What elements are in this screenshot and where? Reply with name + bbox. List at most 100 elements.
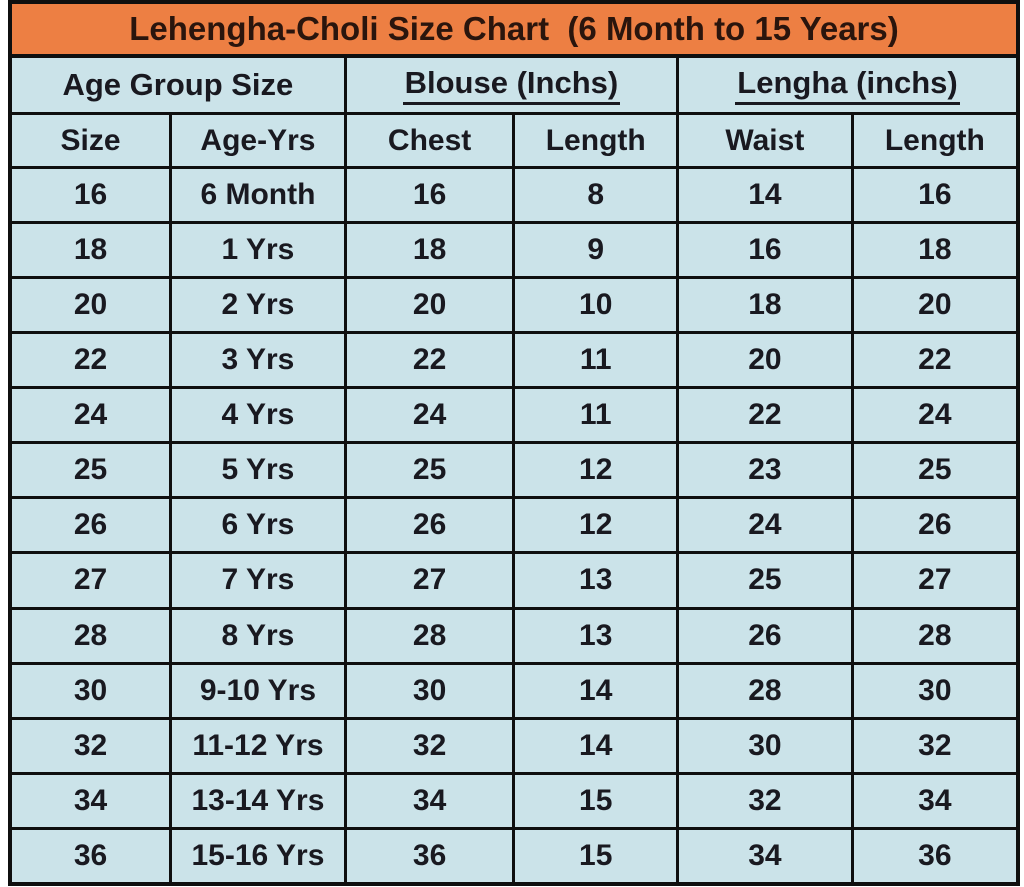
table-cell: 27: [850, 551, 1020, 610]
table-cell: 20: [8, 276, 173, 335]
size-table-body: 16 6 Month 16 8 14 16 18 1 Yrs 18 9 16 18 20 2 Yrs 20 1…: [8, 165, 1020, 886]
table-row: 27 7 Yrs 27 13 25 27: [8, 551, 1020, 610]
table-cell: 22: [850, 331, 1020, 390]
table-cell: 20: [343, 276, 516, 335]
table-cell: 23: [676, 441, 854, 500]
table-cell: 10: [512, 276, 680, 335]
table-cell: 3 Yrs: [169, 331, 347, 390]
table-cell: 27: [343, 551, 516, 610]
table-row: 28 8 Yrs 28 13 26 28: [8, 606, 1020, 665]
table-cell: 13: [512, 551, 680, 610]
table-cell: 24: [343, 386, 516, 445]
table-row: 24 4 Yrs 24 11 22 24: [8, 386, 1020, 445]
table-cell: 36: [343, 826, 516, 886]
table-cell: 9: [512, 221, 680, 280]
table-cell: 32: [850, 716, 1020, 775]
table-cell: 18: [8, 221, 173, 280]
table-row: 25 5 Yrs 25 12 23 25: [8, 441, 1020, 500]
table-cell: 26: [850, 496, 1020, 555]
chart-title-row: Lehengha-Choli Size Chart (6 Month to 15…: [8, 0, 1020, 58]
table-row: 30 9-10 Yrs 30 14 28 30: [8, 661, 1020, 720]
table-cell: 28: [676, 661, 854, 720]
table-cell: 16: [850, 165, 1020, 225]
size-chart-container: Lehengha-Choli Size Chart (6 Month to 15…: [8, 0, 1020, 886]
table-cell: 22: [676, 386, 854, 445]
table-cell: 26: [8, 496, 173, 555]
table-cell: 22: [8, 331, 173, 390]
table-cell: 2 Yrs: [169, 276, 347, 335]
table-row: 18 1 Yrs 18 9 16 18: [8, 221, 1020, 280]
table-cell: 30: [850, 661, 1020, 720]
table-cell: 5 Yrs: [169, 441, 347, 500]
group-header-age-label: Age Group Size: [62, 67, 294, 102]
table-cell: 28: [8, 606, 173, 665]
table-cell: 16: [8, 165, 173, 225]
column-header-size: Size: [8, 112, 173, 169]
group-header-lengha: Lengha (inchs): [676, 54, 1020, 115]
table-cell: 24: [8, 386, 173, 445]
table-cell: 34: [676, 826, 854, 886]
table-cell: 13: [512, 606, 680, 665]
table-cell: 7 Yrs: [169, 551, 347, 610]
table-cell: 25: [8, 441, 173, 500]
table-row: 32 11-12 Yrs 32 14 30 32: [8, 716, 1020, 775]
table-cell: 32: [676, 771, 854, 830]
table-cell: 8 Yrs: [169, 606, 347, 665]
table-cell: 15-16 Yrs: [169, 826, 347, 886]
table-cell: 18: [343, 221, 516, 280]
table-cell: 30: [676, 716, 854, 775]
table-cell: 36: [850, 826, 1020, 886]
table-cell: 4 Yrs: [169, 386, 347, 445]
table-row: 36 15-16 Yrs 36 15 34 36: [8, 826, 1020, 886]
table-cell: 14: [512, 716, 680, 775]
table-cell: 34: [8, 771, 173, 830]
table-cell: 30: [8, 661, 173, 720]
table-cell: 24: [676, 496, 854, 555]
table-cell: 34: [850, 771, 1020, 830]
column-header-blouse-length: Length: [512, 112, 680, 169]
table-cell: 32: [343, 716, 516, 775]
size-chart-table: Lehengha-Choli Size Chart (6 Month to 15…: [8, 0, 1020, 886]
table-cell: 18: [850, 221, 1020, 280]
table-cell: 30: [343, 661, 516, 720]
column-header-waist: Waist: [676, 112, 854, 169]
table-row: 20 2 Yrs 20 10 18 20: [8, 276, 1020, 335]
table-cell: 14: [512, 661, 680, 720]
table-cell: 26: [343, 496, 516, 555]
table-cell: 25: [676, 551, 854, 610]
column-group-header-row: Age Group Size Blouse (Inchs) Lengha (in…: [8, 54, 1020, 115]
column-header-age-yrs: Age-Yrs: [169, 112, 347, 169]
column-header-row: Size Age-Yrs Chest Length Waist Length: [8, 112, 1020, 169]
table-cell: 11: [512, 386, 680, 445]
table-cell: 11: [512, 331, 680, 390]
column-header-chest: Chest: [343, 112, 516, 169]
table-cell: 16: [676, 221, 854, 280]
group-header-age: Age Group Size: [8, 54, 347, 115]
table-cell: 28: [850, 606, 1020, 665]
table-cell: 6 Yrs: [169, 496, 347, 555]
table-cell: 32: [8, 716, 173, 775]
table-cell: 34: [343, 771, 516, 830]
group-header-blouse: Blouse (Inchs): [343, 54, 680, 115]
table-cell: 13-14 Yrs: [169, 771, 347, 830]
table-cell: 6 Month: [169, 165, 347, 225]
table-cell: 28: [343, 606, 516, 665]
table-cell: 25: [850, 441, 1020, 500]
table-cell: 25: [343, 441, 516, 500]
table-cell: 20: [676, 331, 854, 390]
table-cell: 9-10 Yrs: [169, 661, 347, 720]
table-cell: 26: [676, 606, 854, 665]
table-cell: 22: [343, 331, 516, 390]
table-row: 22 3 Yrs 22 11 20 22: [8, 331, 1020, 390]
table-cell: 20: [850, 276, 1020, 335]
column-header-lengha-length: Length: [850, 112, 1020, 169]
table-cell: 11-12 Yrs: [169, 716, 347, 775]
table-cell: 14: [676, 165, 854, 225]
table-cell: 8: [512, 165, 680, 225]
group-header-blouse-label: Blouse (Inchs): [402, 65, 621, 106]
table-row: 26 6 Yrs 26 12 24 26: [8, 496, 1020, 555]
chart-title: Lehengha-Choli Size Chart (6 Month to 15…: [8, 0, 1020, 58]
table-cell: 18: [676, 276, 854, 335]
table-cell: 16: [343, 165, 516, 225]
table-cell: 1 Yrs: [169, 221, 347, 280]
